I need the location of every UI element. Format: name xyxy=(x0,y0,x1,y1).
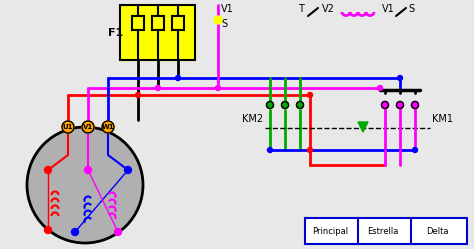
Bar xyxy=(172,16,184,30)
Bar xyxy=(132,16,144,30)
Circle shape xyxy=(411,102,419,109)
Circle shape xyxy=(308,92,312,98)
Circle shape xyxy=(82,121,94,133)
Circle shape xyxy=(102,121,114,133)
Text: KM2: KM2 xyxy=(242,114,263,124)
Text: Delta: Delta xyxy=(426,227,448,236)
Circle shape xyxy=(45,227,52,234)
Text: V2: V2 xyxy=(322,4,335,14)
Bar xyxy=(172,16,184,30)
Circle shape xyxy=(267,147,273,152)
Text: S: S xyxy=(221,19,227,29)
Circle shape xyxy=(27,127,143,243)
Circle shape xyxy=(377,85,383,90)
Text: Estrella: Estrella xyxy=(367,227,399,236)
Circle shape xyxy=(282,102,289,109)
Circle shape xyxy=(125,167,131,174)
Circle shape xyxy=(412,147,418,152)
Circle shape xyxy=(216,85,220,90)
Circle shape xyxy=(266,102,273,109)
Text: Principal: Principal xyxy=(312,227,348,236)
Bar xyxy=(305,218,467,244)
Bar xyxy=(132,16,144,30)
Polygon shape xyxy=(358,122,368,132)
Circle shape xyxy=(115,229,121,236)
Text: S: S xyxy=(408,4,414,14)
Circle shape xyxy=(62,121,74,133)
Bar xyxy=(305,218,467,244)
Bar xyxy=(120,5,195,60)
Bar xyxy=(152,16,164,30)
Text: V1: V1 xyxy=(221,4,234,14)
Text: W1: W1 xyxy=(102,124,114,130)
Circle shape xyxy=(382,102,389,109)
Circle shape xyxy=(396,102,403,109)
Circle shape xyxy=(72,229,79,236)
Circle shape xyxy=(136,92,140,98)
Text: V1: V1 xyxy=(83,124,93,130)
Circle shape xyxy=(155,85,161,90)
Circle shape xyxy=(297,102,303,109)
Text: U1: U1 xyxy=(63,124,73,130)
Bar xyxy=(120,5,195,60)
Text: F1: F1 xyxy=(108,28,123,38)
Text: T: T xyxy=(298,4,304,14)
Circle shape xyxy=(84,167,91,174)
Circle shape xyxy=(214,16,222,24)
Text: V1: V1 xyxy=(382,4,395,14)
Text: KM1: KM1 xyxy=(432,114,453,124)
Circle shape xyxy=(45,167,52,174)
Circle shape xyxy=(308,147,312,152)
Bar xyxy=(152,16,164,30)
Circle shape xyxy=(175,75,181,80)
Circle shape xyxy=(398,75,402,80)
